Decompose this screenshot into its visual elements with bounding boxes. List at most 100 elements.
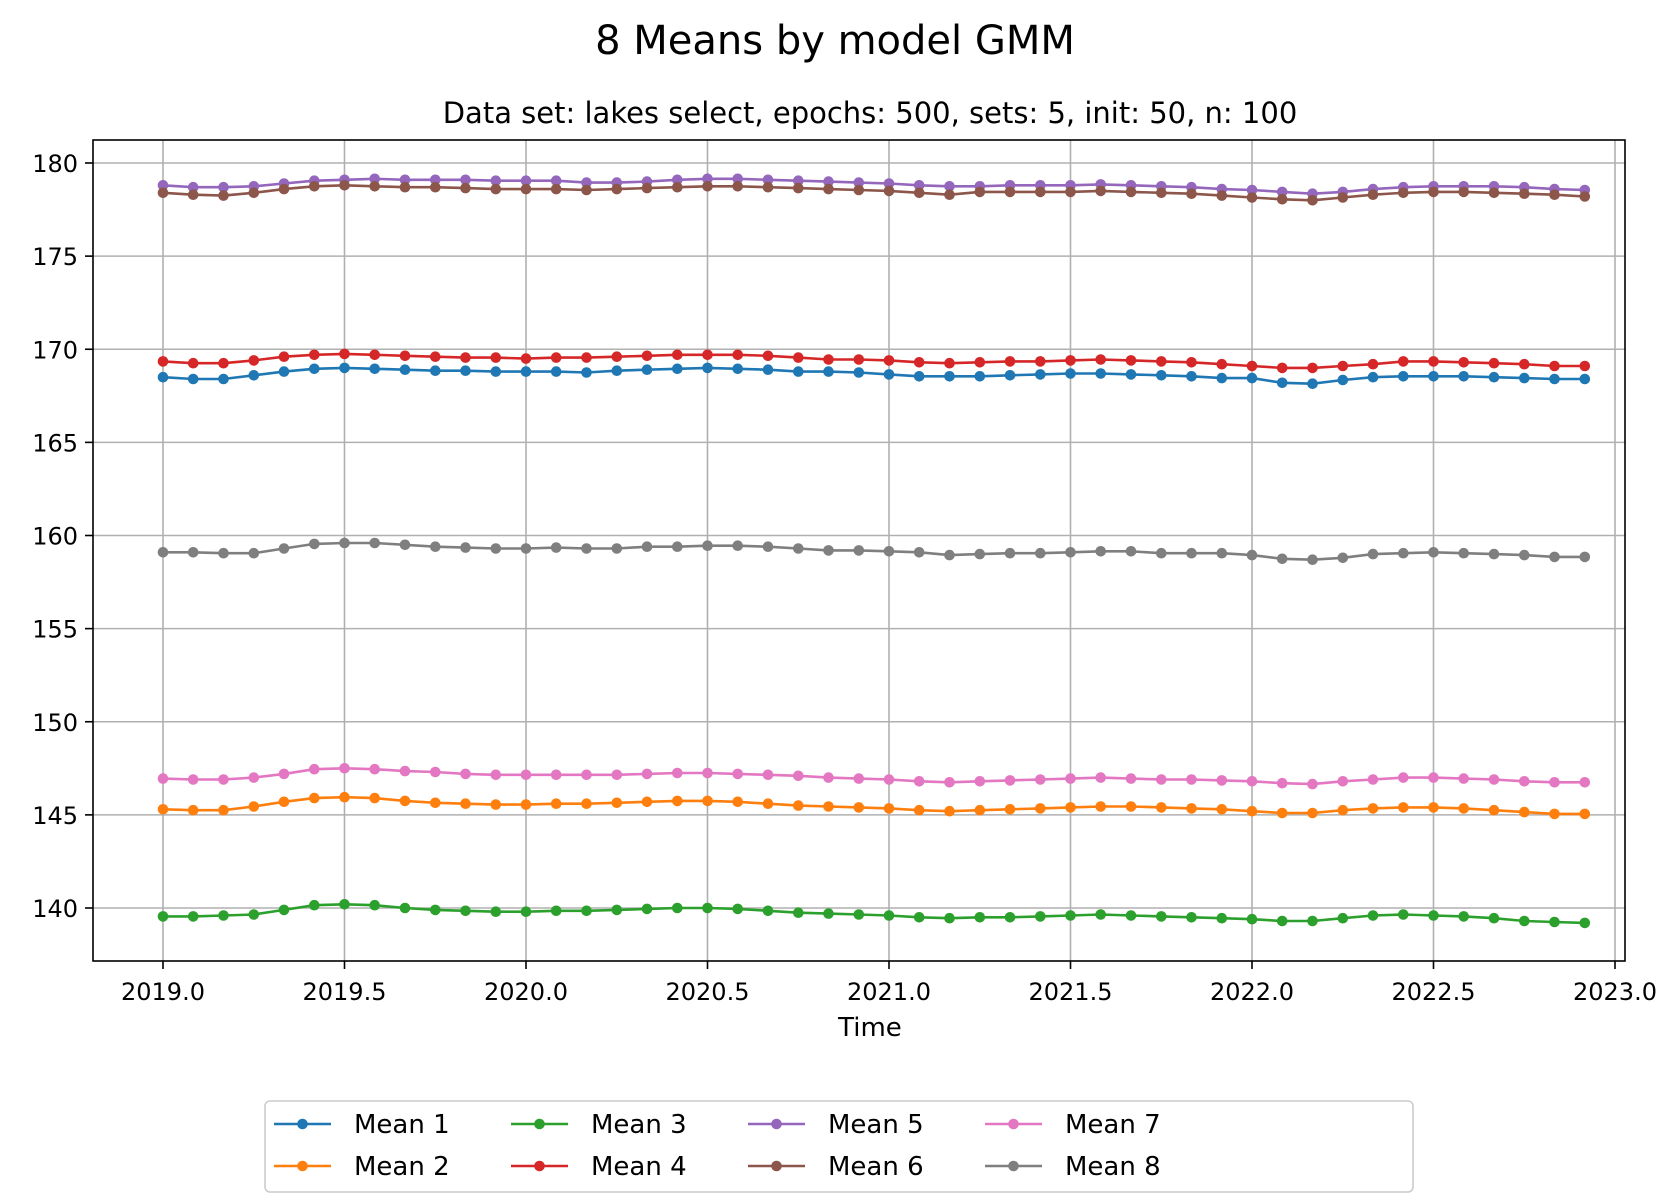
data-point bbox=[1307, 807, 1318, 819]
data-point bbox=[853, 184, 865, 196]
x-tick-label: 2022.0 bbox=[1210, 978, 1294, 1006]
data-point bbox=[187, 181, 199, 193]
data-point bbox=[1004, 912, 1016, 923]
data-point bbox=[762, 541, 774, 552]
data-point bbox=[1125, 773, 1137, 784]
data-point bbox=[853, 367, 865, 378]
data-point bbox=[1276, 777, 1288, 789]
data-point bbox=[309, 899, 320, 911]
data-point bbox=[1367, 358, 1379, 370]
data-point bbox=[944, 549, 955, 561]
x-tick-label: 2019.5 bbox=[303, 978, 387, 1006]
legend-swatch-marker bbox=[297, 1118, 308, 1130]
data-point bbox=[1276, 807, 1288, 819]
data-point bbox=[944, 912, 955, 924]
data-point bbox=[944, 181, 955, 192]
data-point bbox=[1398, 187, 1409, 199]
data-point bbox=[218, 190, 229, 201]
data-point bbox=[187, 189, 199, 200]
data-point bbox=[732, 540, 743, 551]
data-point bbox=[1125, 801, 1137, 812]
data-point bbox=[520, 353, 532, 364]
data-point bbox=[248, 909, 260, 920]
data-point bbox=[430, 797, 441, 809]
data-point bbox=[369, 363, 381, 375]
data-point bbox=[974, 804, 986, 816]
data-point bbox=[399, 174, 411, 186]
legend-label: Mean 5 bbox=[828, 1110, 924, 1140]
data-point bbox=[702, 349, 713, 361]
data-point bbox=[520, 175, 532, 186]
data-point bbox=[1428, 772, 1439, 783]
data-point bbox=[1156, 802, 1167, 813]
data-point bbox=[1337, 192, 1349, 203]
data-point bbox=[399, 795, 411, 807]
data-point bbox=[460, 352, 471, 363]
data-point bbox=[581, 905, 592, 917]
data-point bbox=[823, 545, 834, 556]
data-point bbox=[581, 184, 592, 196]
data-point bbox=[762, 905, 774, 917]
legend-item: Mean 2 bbox=[274, 1152, 450, 1182]
data-point bbox=[611, 904, 623, 916]
data-point bbox=[1095, 772, 1106, 783]
data-point bbox=[278, 904, 290, 916]
data-point bbox=[1398, 772, 1409, 783]
data-point bbox=[762, 174, 774, 186]
series-layer bbox=[157, 173, 1591, 929]
y-tick-label: 175 bbox=[32, 243, 78, 271]
data-point bbox=[641, 796, 653, 808]
data-point bbox=[1398, 356, 1409, 367]
data-point bbox=[399, 765, 411, 777]
data-point bbox=[581, 367, 592, 378]
data-point bbox=[611, 365, 623, 377]
data-point bbox=[1186, 357, 1197, 368]
data-point bbox=[1186, 774, 1197, 785]
data-point bbox=[1488, 804, 1500, 816]
data-point bbox=[732, 173, 743, 185]
data-point bbox=[369, 763, 381, 775]
data-point bbox=[732, 903, 743, 915]
data-point bbox=[369, 899, 381, 911]
data-point bbox=[1428, 910, 1439, 921]
data-point bbox=[1004, 356, 1016, 367]
data-point bbox=[309, 792, 320, 804]
data-point bbox=[430, 181, 441, 193]
data-point bbox=[793, 543, 804, 554]
data-point bbox=[309, 363, 320, 375]
data-point bbox=[611, 183, 623, 195]
y-tick-label: 180 bbox=[32, 150, 78, 178]
data-point bbox=[1095, 185, 1106, 197]
data-point bbox=[944, 777, 955, 788]
data-point bbox=[520, 366, 532, 377]
y-tick-label: 160 bbox=[32, 523, 78, 551]
chart-title: 8 Means by model GMM bbox=[595, 18, 1075, 64]
data-point bbox=[853, 773, 865, 784]
data-point bbox=[1458, 773, 1469, 784]
data-point bbox=[187, 804, 199, 816]
data-point bbox=[1004, 186, 1016, 198]
data-point bbox=[520, 799, 532, 810]
data-point bbox=[762, 798, 774, 809]
data-point bbox=[339, 537, 350, 549]
data-point bbox=[339, 348, 350, 360]
data-point bbox=[1428, 371, 1439, 382]
data-point bbox=[823, 366, 834, 377]
data-point bbox=[1065, 186, 1076, 198]
data-point bbox=[1549, 777, 1560, 788]
data-point bbox=[913, 776, 925, 787]
data-point bbox=[460, 182, 471, 194]
data-point bbox=[460, 798, 471, 809]
data-point bbox=[1579, 777, 1591, 788]
data-point bbox=[793, 800, 804, 811]
data-point bbox=[550, 175, 562, 186]
data-point bbox=[823, 801, 834, 812]
data-point bbox=[1246, 360, 1258, 372]
data-point bbox=[399, 364, 411, 376]
legend-item: Mean 5 bbox=[748, 1110, 924, 1140]
data-point bbox=[1035, 356, 1046, 367]
data-point bbox=[1337, 776, 1349, 787]
data-point bbox=[913, 547, 925, 558]
series-2 bbox=[157, 791, 1591, 820]
data-point bbox=[369, 349, 381, 361]
